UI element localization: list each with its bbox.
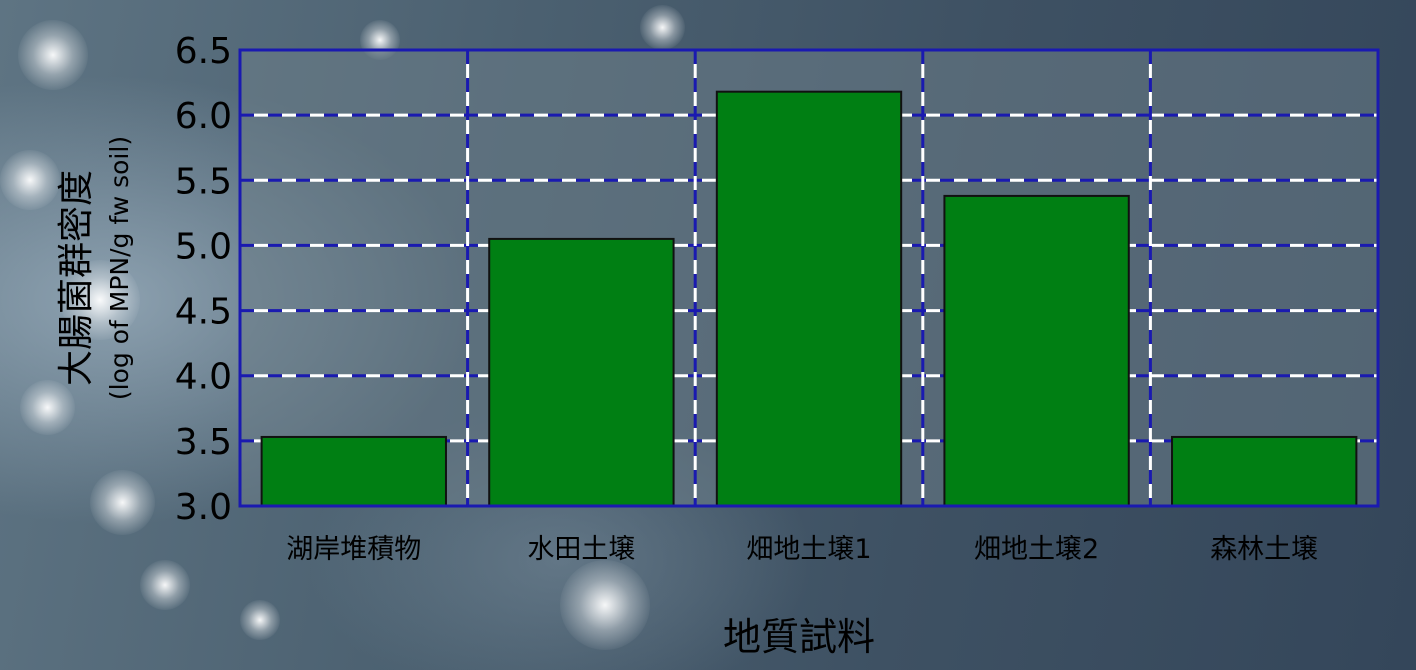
y-tick-labels: 3.0 3.5 4.0 4.5 5.0 5.5 6.0 6.5 <box>175 31 232 528</box>
bars <box>260 90 1358 508</box>
background-sparkle <box>560 560 650 650</box>
background-sparkle <box>20 380 75 435</box>
background-sparkle <box>640 5 685 50</box>
plot-frame <box>238 48 1380 508</box>
background-sparkle <box>18 20 88 90</box>
y-tick-label: 4.0 <box>175 357 232 398</box>
x-category-label: 畑地土壌1 <box>746 534 871 565</box>
background-sparkle <box>60 260 140 340</box>
y-tick-label: 5.5 <box>175 161 232 202</box>
y-tick-label: 3.0 <box>175 487 232 528</box>
x-category-label: 湖岸堆積物 <box>286 534 421 565</box>
y-axis-subtitle: (log of MPN/g fw soil) <box>105 136 134 400</box>
bar-4 <box>943 194 1130 507</box>
y-tick-label: 3.5 <box>175 422 232 463</box>
background-sparkle <box>140 560 190 610</box>
background-sparkle <box>0 150 60 210</box>
x-category-label: 森林土壌 <box>1210 534 1318 565</box>
y-tick-label: 6.5 <box>175 31 232 72</box>
bar-2 <box>488 237 675 508</box>
bar-3 <box>715 90 903 507</box>
background-sparkle <box>240 600 280 640</box>
y-tick-label: 4.5 <box>175 292 232 333</box>
bar-1 <box>260 435 447 508</box>
x-category-label: 水田土壌 <box>527 534 635 565</box>
bar-5 <box>1171 435 1358 508</box>
y-tick-label: 5.0 <box>175 226 232 267</box>
y-axis-title: 大腸菌群密度 <box>56 170 97 386</box>
y-tick-label: 6.0 <box>175 96 232 137</box>
x-axis-title: 地質試料 <box>723 615 875 659</box>
x-category-labels: 湖岸堆積物 水田土壌 畑地土壌1 畑地土壌2 森林土壌 <box>286 534 1318 565</box>
background-sparkle <box>90 470 155 535</box>
x-category-label: 畑地土壌2 <box>974 534 1099 565</box>
